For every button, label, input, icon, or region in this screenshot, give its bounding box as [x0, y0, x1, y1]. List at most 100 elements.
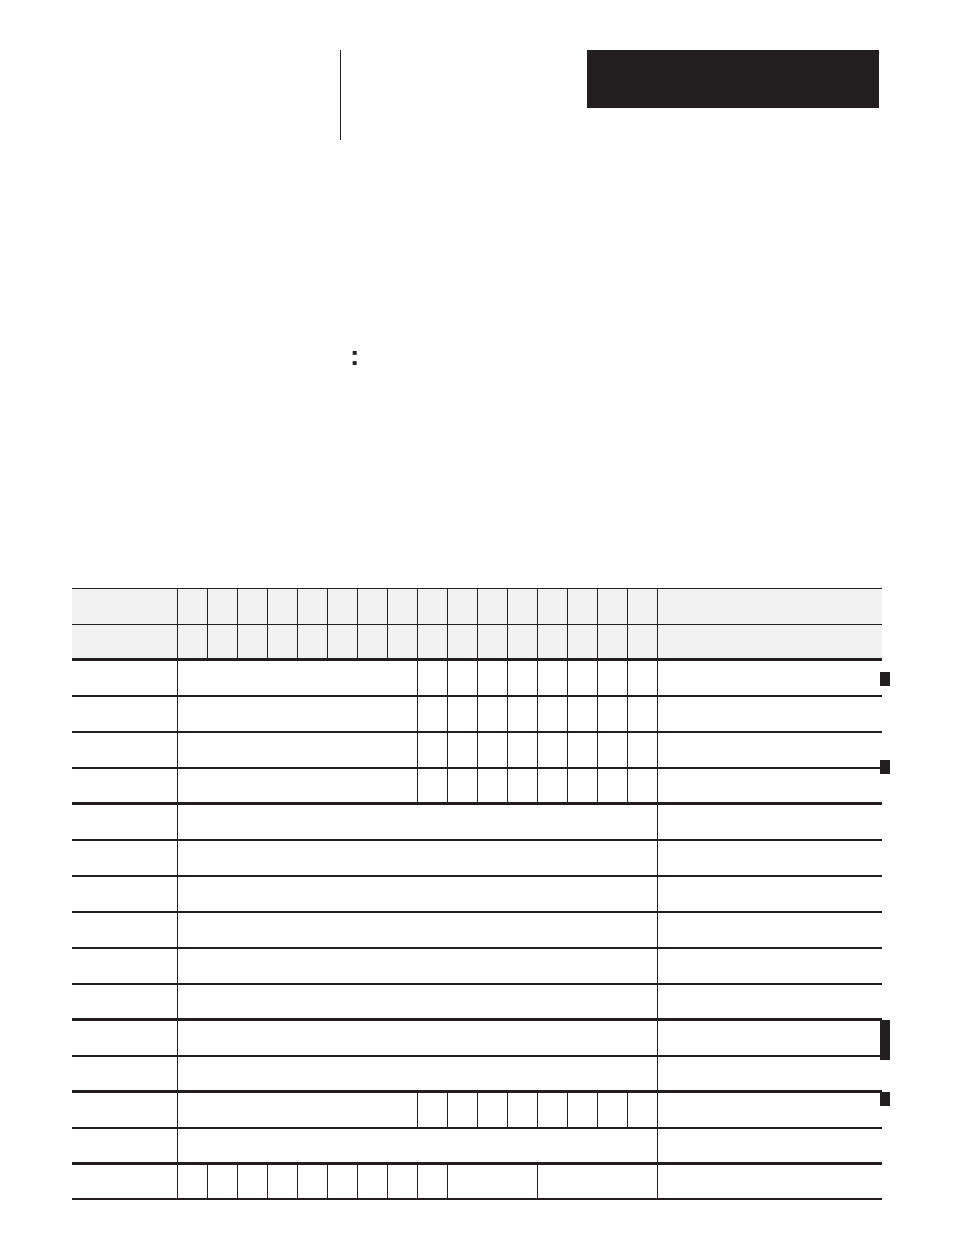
header-label-cell — [72, 588, 178, 624]
merged-cell[interactable] — [178, 840, 658, 875]
table-row — [72, 984, 882, 1020]
tick-cell[interactable] — [448, 768, 478, 802]
tick-cell[interactable] — [628, 732, 658, 767]
tick-cell[interactable] — [598, 696, 628, 731]
merged-cell[interactable] — [178, 1056, 658, 1090]
tick-cell[interactable] — [628, 768, 658, 802]
remarks-cell[interactable] — [658, 1020, 882, 1055]
tick-cell[interactable] — [508, 696, 538, 731]
remarks-cell[interactable] — [658, 1092, 882, 1127]
remarks-cell[interactable] — [658, 660, 882, 695]
header-tick-cell — [238, 624, 268, 658]
row-label-cell — [72, 1164, 178, 1198]
tick-cell[interactable] — [478, 1092, 508, 1127]
tick-cell[interactable] — [478, 696, 508, 731]
remarks-cell[interactable] — [658, 840, 882, 875]
tick-cell[interactable] — [478, 732, 508, 767]
tick-cell[interactable] — [598, 660, 628, 695]
tick-cell[interactable] — [508, 768, 538, 802]
merged-cell[interactable] — [178, 1128, 658, 1162]
tick-cell[interactable] — [628, 1092, 658, 1127]
tick-cell[interactable] — [388, 1164, 418, 1198]
row-label-cell — [72, 1092, 178, 1127]
header-tick-cell — [388, 624, 418, 658]
tick-cell[interactable] — [598, 1092, 628, 1127]
tick-cell[interactable] — [628, 696, 658, 731]
header-tick-cell — [268, 588, 298, 624]
merged-cell[interactable] — [538, 1164, 658, 1198]
tick-cell[interactable] — [418, 696, 448, 731]
tick-cell[interactable] — [418, 660, 448, 695]
tick-cell[interactable] — [538, 660, 568, 695]
remarks-cell[interactable] — [658, 768, 882, 802]
header-tick-cell — [358, 588, 388, 624]
header-tick-cell — [538, 588, 568, 624]
remarks-cell[interactable] — [658, 912, 882, 947]
tick-cell[interactable] — [268, 1164, 298, 1198]
header-tick-cell — [508, 588, 538, 624]
header-tick-cell — [628, 588, 658, 624]
tick-cell[interactable] — [568, 732, 598, 767]
header-tick-cell — [178, 624, 208, 658]
header-tick-cell — [238, 588, 268, 624]
tick-cell[interactable] — [568, 696, 598, 731]
header-tick-cell — [598, 624, 628, 658]
header-tick-cell — [598, 588, 628, 624]
remarks-cell[interactable] — [658, 948, 882, 983]
merged-cell[interactable] — [178, 1020, 658, 1055]
remarks-cell[interactable] — [658, 876, 882, 911]
table-row — [72, 876, 882, 912]
header-tick-cell — [208, 588, 238, 624]
row-marker-icon — [880, 1092, 890, 1106]
header-tick-cell — [178, 588, 208, 624]
tick-cell[interactable] — [448, 660, 478, 695]
tick-cell[interactable] — [418, 1092, 448, 1127]
tick-cell[interactable] — [598, 768, 628, 802]
tick-cell[interactable] — [418, 732, 448, 767]
tick-cell[interactable] — [478, 660, 508, 695]
row-label-cell — [72, 1056, 178, 1090]
tick-cell[interactable] — [538, 768, 568, 802]
merged-cell[interactable] — [178, 948, 658, 983]
merged-cell[interactable] — [448, 1164, 538, 1198]
tick-cell[interactable] — [568, 768, 598, 802]
tick-cell[interactable] — [208, 1164, 238, 1198]
tick-cell[interactable] — [508, 1092, 538, 1127]
tick-cell[interactable] — [178, 1164, 208, 1198]
header-tick-cell — [448, 588, 478, 624]
tick-cell[interactable] — [418, 768, 448, 802]
tick-cell[interactable] — [478, 768, 508, 802]
remarks-cell[interactable] — [658, 732, 882, 767]
tick-cell[interactable] — [538, 696, 568, 731]
tick-cell[interactable] — [448, 696, 478, 731]
tick-cell[interactable] — [508, 732, 538, 767]
row-label-cell — [72, 732, 178, 767]
remarks-cell[interactable] — [658, 984, 882, 1018]
remarks-cell[interactable] — [658, 1128, 882, 1162]
remarks-cell[interactable] — [658, 1164, 882, 1198]
tick-cell[interactable] — [598, 732, 628, 767]
merged-cell[interactable] — [178, 876, 658, 911]
remarks-cell[interactable] — [658, 804, 882, 839]
tick-cell[interactable] — [568, 660, 598, 695]
tick-cell[interactable] — [628, 660, 658, 695]
merged-cell[interactable] — [178, 912, 658, 947]
tick-cell[interactable] — [328, 1164, 358, 1198]
tick-cell[interactable] — [508, 660, 538, 695]
merged-cell[interactable] — [178, 804, 658, 839]
remarks-cell[interactable] — [658, 1056, 882, 1090]
tick-cell[interactable] — [298, 1164, 328, 1198]
merged-cell — [178, 696, 418, 731]
tick-cell[interactable] — [238, 1164, 268, 1198]
header-tick-cell — [268, 624, 298, 658]
merged-cell — [178, 732, 418, 767]
header-tick-cell — [298, 588, 328, 624]
tick-cell[interactable] — [448, 732, 478, 767]
merged-cell[interactable] — [178, 984, 658, 1018]
tick-cell[interactable] — [568, 1092, 598, 1127]
tick-cell[interactable] — [538, 732, 568, 767]
row-marker-icon — [880, 1020, 890, 1060]
tick-cell[interactable] — [538, 1092, 568, 1127]
tick-cell[interactable] — [358, 1164, 388, 1198]
remarks-cell[interactable] — [658, 696, 882, 731]
